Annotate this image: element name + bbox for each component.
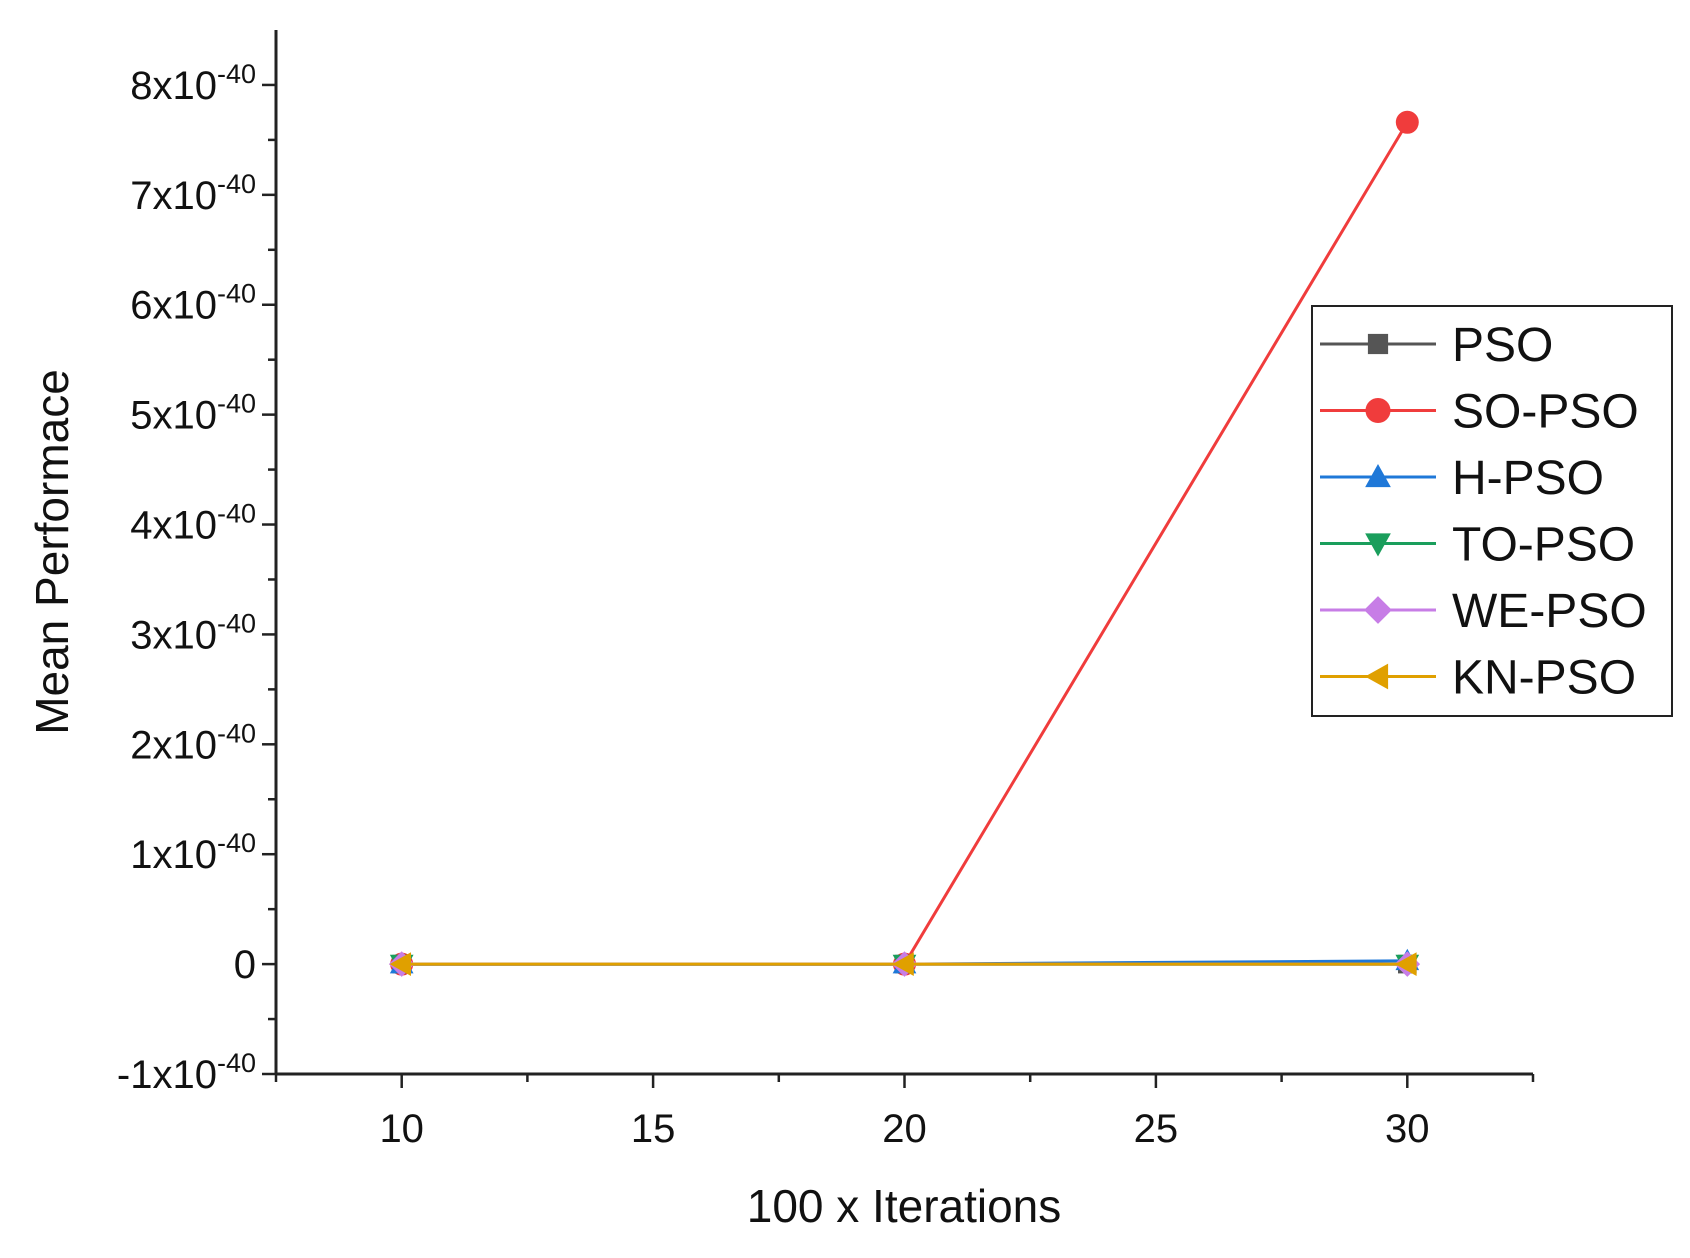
y-tick-exponent: -40 bbox=[217, 59, 256, 89]
series-so-pso bbox=[390, 110, 1419, 976]
y-tick-exponent: -40 bbox=[217, 1048, 256, 1078]
legend-item: WE-PSO bbox=[1320, 585, 1647, 638]
data-point bbox=[389, 952, 411, 976]
legend-marker bbox=[1364, 663, 1389, 690]
legend-marker bbox=[1365, 533, 1391, 557]
y-tick-label: -1x10-40 bbox=[117, 1048, 256, 1097]
legend-marker bbox=[1364, 596, 1392, 624]
y-ticks: -1x10-4001x10-402x10-403x10-404x10-405x1… bbox=[117, 59, 276, 1097]
legend-item: PSO bbox=[1320, 319, 1553, 372]
x-tick-label: 25 bbox=[1134, 1107, 1179, 1151]
y-tick-label: 5x10-40 bbox=[130, 389, 256, 438]
y-tick-mantissa: 6x10 bbox=[130, 284, 217, 328]
y-tick-label: 3x10-40 bbox=[130, 608, 256, 657]
legend-marker bbox=[1365, 398, 1391, 423]
y-tick-mantissa: 7x10 bbox=[130, 174, 217, 218]
y-tick-exponent: -40 bbox=[217, 499, 256, 529]
legend-item: KN-PSO bbox=[1320, 652, 1636, 705]
y-tick-exponent: -40 bbox=[217, 169, 256, 199]
y-tick-exponent: -40 bbox=[217, 389, 256, 419]
legend-marker bbox=[1367, 333, 1389, 355]
y-tick-mantissa: -1x10 bbox=[117, 1053, 217, 1097]
x-tick-label: 30 bbox=[1385, 1107, 1430, 1151]
y-tick-exponent: -40 bbox=[217, 608, 256, 638]
series-layer bbox=[388, 110, 1421, 977]
legend-label: TO-PSO bbox=[1452, 519, 1635, 572]
y-tick-label: 8x10-40 bbox=[130, 59, 256, 108]
x-tick-label: 15 bbox=[631, 1107, 676, 1151]
y-tick-label: 1x10-40 bbox=[130, 828, 256, 877]
y-tick-label: 2x10-40 bbox=[130, 718, 256, 767]
data-point bbox=[892, 952, 914, 976]
y-tick-label: 7x10-40 bbox=[130, 169, 256, 218]
y-axis-title: Mean Performace bbox=[26, 369, 78, 735]
x-ticks: 10 15 20 25 30 bbox=[274, 1074, 1535, 1151]
legend-label: PSO bbox=[1452, 319, 1553, 372]
y-tick-exponent: -40 bbox=[217, 279, 256, 309]
legend-label: SO-PSO bbox=[1452, 386, 1639, 439]
y-tick-label: 4x10-40 bbox=[130, 499, 256, 548]
series-line bbox=[401, 121, 1409, 966]
y-tick-mantissa: 0 bbox=[234, 943, 256, 987]
y-tick-mantissa: 5x10 bbox=[130, 394, 217, 438]
y-tick-label: 6x10-40 bbox=[130, 279, 256, 328]
x-tick-label: 20 bbox=[882, 1107, 927, 1151]
y-tick-mantissa: 8x10 bbox=[130, 64, 217, 108]
y-tick-exponent: -40 bbox=[217, 828, 256, 858]
legend-label: KN-PSO bbox=[1452, 652, 1636, 705]
data-point bbox=[1395, 952, 1417, 976]
y-tick-mantissa: 1x10 bbox=[130, 833, 217, 877]
y-tick-mantissa: 4x10 bbox=[130, 504, 217, 548]
legend-label: WE-PSO bbox=[1452, 585, 1647, 638]
legend-box bbox=[1311, 305, 1673, 717]
x-tick-label: 10 bbox=[379, 1107, 424, 1151]
x-axis-title: 100 x Iterations bbox=[747, 1180, 1062, 1232]
y-tick-mantissa: 3x10 bbox=[130, 613, 217, 657]
y-tick-mantissa: 2x10 bbox=[130, 723, 217, 767]
y-tick-exponent: -40 bbox=[217, 718, 256, 748]
legend-item: SO-PSO bbox=[1320, 386, 1639, 439]
legend: PSO SO-PSO H-PSO TO-PSO WE-PSO KN-PSO bbox=[1311, 305, 1673, 717]
legend-item: H-PSO bbox=[1320, 452, 1604, 505]
data-point bbox=[1395, 110, 1419, 134]
legend-marker bbox=[1365, 463, 1391, 488]
y-tick-label: 0 bbox=[234, 943, 256, 987]
legend-label: H-PSO bbox=[1452, 452, 1604, 505]
legend-item: TO-PSO bbox=[1320, 519, 1635, 572]
series-kn-pso bbox=[389, 952, 1417, 976]
